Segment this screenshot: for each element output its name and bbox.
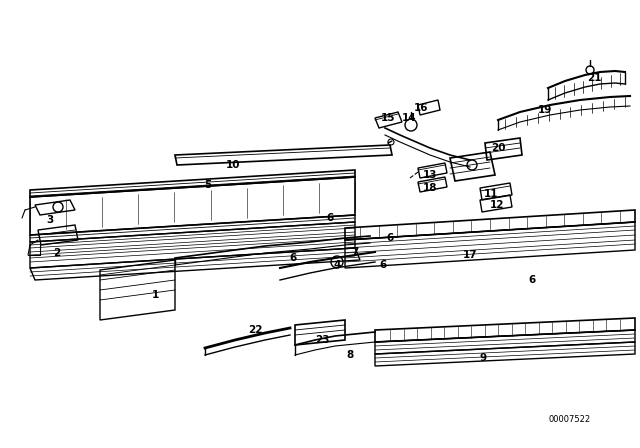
Text: 9: 9 (479, 353, 486, 363)
Text: 15: 15 (381, 113, 396, 123)
Text: 17: 17 (463, 250, 477, 260)
Text: 2: 2 (53, 248, 61, 258)
Text: 12: 12 (490, 200, 504, 210)
Text: 20: 20 (491, 143, 505, 153)
Text: 23: 23 (315, 335, 329, 345)
Text: 00007522: 00007522 (549, 415, 591, 425)
Text: 8: 8 (346, 350, 354, 360)
Text: 16: 16 (413, 103, 428, 113)
Text: 3: 3 (46, 215, 54, 225)
Text: 4: 4 (333, 260, 340, 270)
Text: 11: 11 (484, 189, 499, 199)
Text: 14: 14 (402, 113, 416, 123)
Text: 21: 21 (587, 73, 601, 83)
Text: 6: 6 (387, 233, 394, 243)
Text: 6: 6 (380, 260, 387, 270)
Text: 6: 6 (289, 253, 296, 263)
Text: 1: 1 (152, 290, 159, 300)
Text: 18: 18 (423, 183, 437, 193)
Text: 13: 13 (423, 170, 437, 180)
Text: 7: 7 (351, 247, 358, 257)
Text: 6: 6 (529, 275, 536, 285)
Text: 5: 5 (204, 180, 212, 190)
Text: 10: 10 (226, 160, 240, 170)
Text: 19: 19 (538, 105, 552, 115)
Text: 22: 22 (248, 325, 262, 335)
Text: 6: 6 (326, 213, 333, 223)
